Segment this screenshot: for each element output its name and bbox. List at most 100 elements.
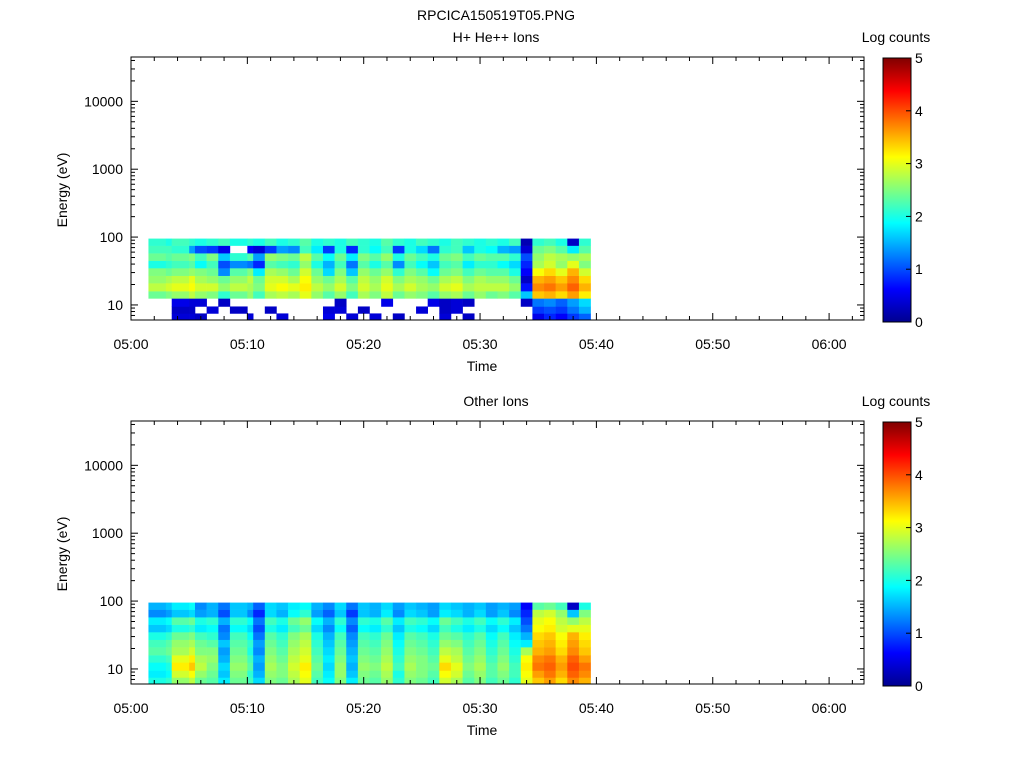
heatmap-cell	[578, 617, 591, 625]
heatmap-cell	[439, 253, 452, 261]
heatmap-cell	[334, 268, 347, 276]
heatmap-cell	[381, 268, 394, 276]
heatmap-cell	[392, 602, 405, 610]
heatmap-cell	[509, 647, 522, 656]
heatmap-cell	[264, 647, 277, 656]
heatmap-cell	[264, 609, 277, 618]
heatmap-cell	[299, 291, 312, 299]
colorbar-gradient	[882, 421, 912, 687]
heatmap-cell	[288, 639, 300, 648]
heatmap-cell	[544, 306, 556, 314]
heatmap-cell	[165, 647, 173, 656]
heatmap-cell	[555, 670, 568, 678]
heatmap-cell	[334, 260, 347, 269]
heatmap-cell	[392, 617, 405, 625]
heatmap-cell	[532, 624, 545, 633]
heatmap-cell	[171, 268, 190, 276]
heatmap-cell	[189, 306, 196, 314]
heatmap-cell	[416, 609, 428, 618]
heatmap-cell	[322, 609, 335, 618]
heatmap-cell	[194, 609, 207, 618]
heatmap-cell	[194, 283, 207, 292]
heatmap-cell	[567, 291, 580, 299]
heatmap-cell	[171, 298, 190, 307]
heatmap-cell	[165, 268, 173, 276]
heatmap-cell	[218, 268, 231, 276]
heatmap-cell	[334, 245, 347, 254]
heatmap-cell	[404, 655, 417, 663]
heatmap-cell	[276, 283, 289, 292]
heatmap-cell	[555, 260, 568, 269]
heatmap-cell	[578, 268, 591, 276]
heatmap-cell	[369, 245, 382, 254]
heatmap-cell	[288, 268, 300, 276]
heatmap-cell	[532, 617, 545, 625]
heatmap-cell	[555, 639, 568, 648]
heatmap-cell	[404, 662, 417, 671]
heatmap-cell	[276, 245, 289, 254]
heatmap-cell	[171, 275, 190, 284]
heatmap-cell	[497, 639, 510, 648]
heatmap-cell	[462, 624, 475, 633]
heatmap-cell	[276, 662, 289, 671]
heatmap-cell	[404, 624, 417, 633]
heatmap-cell	[189, 677, 196, 685]
heatmap-cell	[485, 283, 498, 292]
heatmap-cell	[544, 275, 556, 284]
heatmap-cell	[578, 283, 591, 292]
heatmap-cell	[474, 632, 487, 640]
heatmap-cell	[578, 298, 591, 307]
heatmap-cell	[392, 313, 405, 321]
heatmap-cell	[346, 609, 359, 618]
heatmap-cell	[264, 655, 277, 663]
heatmap-cell	[357, 617, 370, 625]
heatmap-cell	[450, 306, 463, 314]
heatmap-cell	[497, 245, 510, 254]
heatmap-cell	[474, 275, 487, 284]
heatmap-cell	[416, 602, 428, 610]
heatmap-cell	[509, 624, 522, 633]
heatmap-cell	[165, 275, 173, 284]
figure-title: RPCICA150519T05.PNG	[417, 7, 575, 23]
heatmap-cell	[462, 677, 475, 685]
heatmap-cell	[276, 275, 289, 284]
heatmap-cell	[357, 275, 370, 284]
heatmap-cell	[392, 260, 405, 269]
heatmap-cell	[253, 617, 266, 625]
heatmap-cell	[276, 609, 289, 618]
heatmap-cell	[206, 253, 219, 261]
heatmap-cell	[165, 624, 173, 633]
heatmap-cell	[439, 245, 452, 254]
heatmap-cell	[229, 306, 248, 314]
heatmap-cell	[253, 291, 266, 299]
heatmap-cell	[439, 602, 452, 610]
heatmap-cell	[381, 617, 394, 625]
colorbar: 0 1 2 3 4 5	[882, 50, 923, 330]
heatmap-cell	[497, 662, 510, 671]
y-axis-label: Energy (eV)	[54, 153, 70, 228]
heatmap-cell	[439, 298, 452, 307]
heatmap-cell	[427, 632, 440, 640]
heatmap-cell	[427, 260, 440, 269]
heatmap-cell	[439, 670, 452, 678]
heatmap-cell	[218, 238, 231, 246]
heatmap-cell	[229, 617, 248, 625]
heatmap-cell	[264, 670, 277, 678]
heatmap-cell	[189, 617, 196, 625]
heatmap-cell	[322, 624, 335, 633]
heatmap-cell	[253, 639, 266, 648]
heatmap-cell	[567, 298, 580, 307]
heatmap-cell	[299, 253, 312, 261]
heatmap-cell	[357, 245, 370, 254]
heatmap-cell	[253, 238, 266, 246]
heatmap-cell	[253, 662, 266, 671]
heatmap-cell	[509, 655, 522, 663]
colorbar-tick-label: 4	[915, 103, 923, 119]
heatmap-cell	[357, 639, 370, 648]
heatmap-cell	[311, 655, 324, 663]
heatmap-cell	[497, 624, 510, 633]
heatmap-cell	[264, 291, 277, 299]
heatmap-cell	[532, 253, 545, 261]
heatmap-cell	[404, 238, 417, 246]
heatmap-cell	[206, 662, 219, 671]
